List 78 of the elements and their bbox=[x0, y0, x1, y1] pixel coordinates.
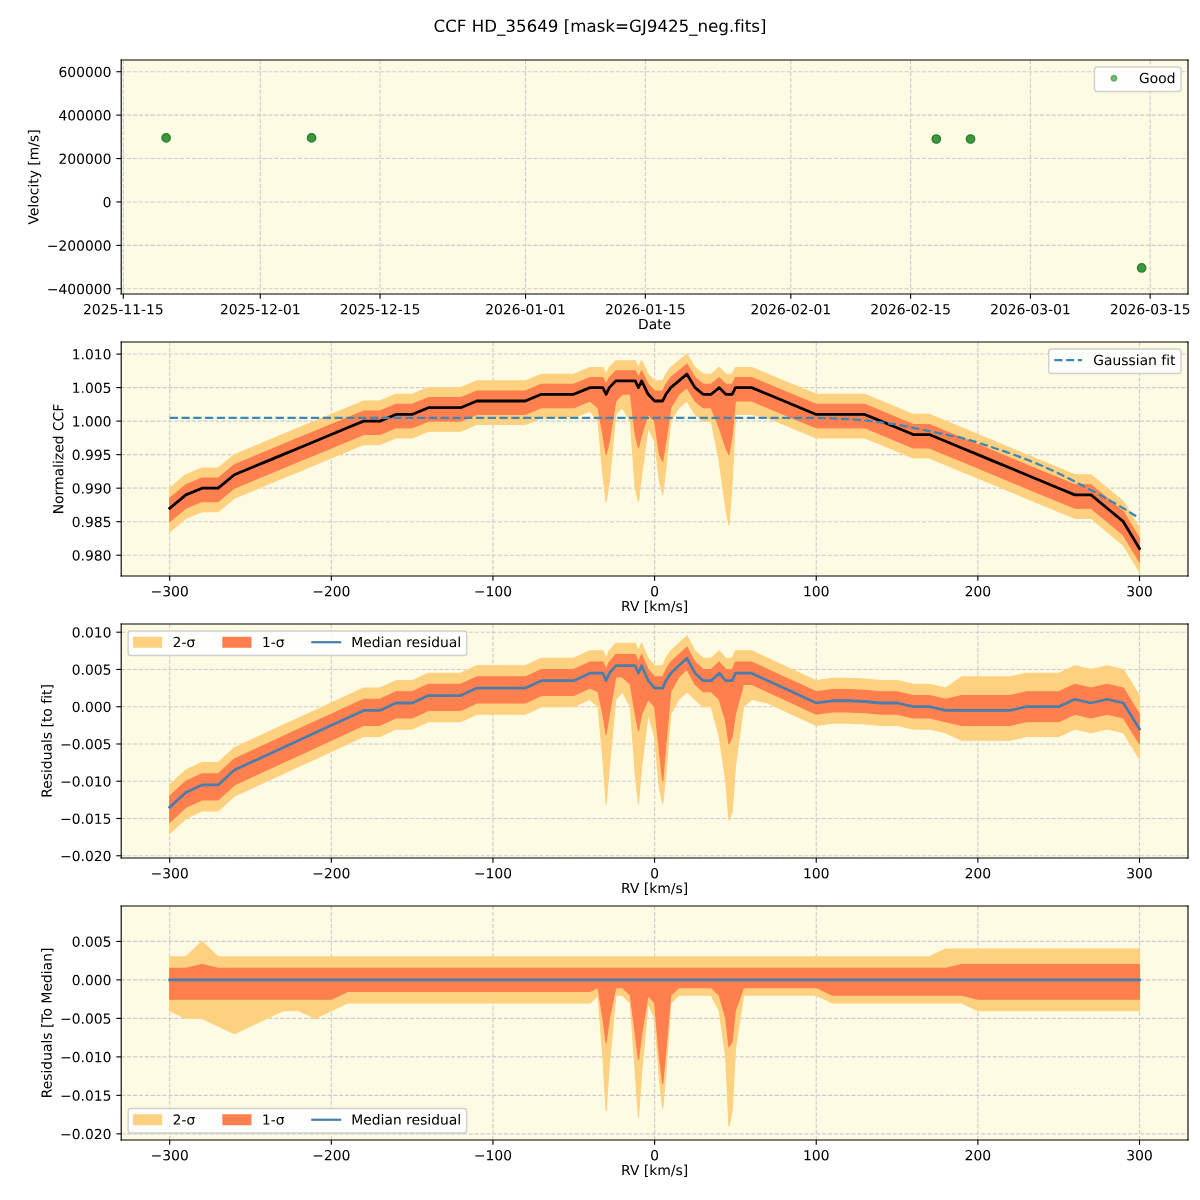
x-tick-label: 2025-12-01 bbox=[220, 303, 300, 315]
y-tick-label: −0.015 bbox=[61, 1090, 111, 1101]
x-tick-label: −300 bbox=[152, 585, 188, 597]
point bbox=[161, 133, 171, 143]
x-tick-label: 2026-03-15 bbox=[1110, 303, 1190, 315]
x-tick-label: 2026-02-01 bbox=[751, 303, 830, 315]
y-tick-label: −0.005 bbox=[61, 1013, 111, 1024]
x-tick-label: −100 bbox=[475, 1149, 512, 1161]
y-tick-label: 0.005 bbox=[72, 936, 111, 947]
y-tick-label: 0 bbox=[103, 196, 111, 208]
legend-label: 2-σ bbox=[173, 636, 195, 648]
x-axis-title: Date bbox=[639, 318, 671, 330]
y-axis-title: Velocity [m/s] bbox=[27, 130, 42, 225]
point bbox=[965, 134, 976, 144]
x-tick-label: −300 bbox=[152, 1149, 188, 1161]
x-tick-label: 2025-11-15 bbox=[84, 303, 163, 315]
y-tick-label: 0.980 bbox=[72, 550, 111, 561]
legend-label: 1-σ bbox=[263, 1114, 285, 1125]
legend-label: 1-σ bbox=[263, 636, 285, 648]
y-tick-label: 0.990 bbox=[72, 483, 111, 494]
y-tick-label: 1.000 bbox=[73, 416, 111, 427]
x-tick-label: 0 bbox=[651, 867, 659, 879]
x-tick-label: 2025-12-15 bbox=[340, 303, 420, 315]
x-tick-label: −200 bbox=[313, 867, 350, 879]
x-tick-label: −100 bbox=[475, 867, 512, 879]
y-tick-label: −400000 bbox=[48, 283, 111, 295]
x-tick-label: 2026-02-15 bbox=[871, 303, 950, 315]
x-tick-label: 200 bbox=[965, 585, 991, 597]
legend-label: Median residual bbox=[352, 1114, 460, 1125]
x-tick-label: 300 bbox=[1127, 1149, 1152, 1161]
legend-label: Good bbox=[1139, 72, 1175, 84]
x-tick-label: −100 bbox=[475, 585, 512, 597]
y-axis-title: Residuals [To Median] bbox=[41, 948, 54, 1097]
x-tick-label: 100 bbox=[804, 1149, 829, 1161]
y-tick-label: 0.000 bbox=[72, 974, 111, 986]
y-tick-label: 400000 bbox=[59, 110, 111, 121]
x-tick-label: 2026-03-01 bbox=[991, 303, 1070, 315]
y-tick-label: −0.015 bbox=[61, 813, 111, 824]
y-tick-label: −0.020 bbox=[61, 1128, 111, 1140]
chart-title: CCF HD_35649 [mask=GJ9425_neg.fits] bbox=[434, 19, 766, 36]
x-tick-label: −200 bbox=[313, 1149, 350, 1161]
x-tick-label: 200 bbox=[965, 1149, 991, 1161]
y-tick-label: 1.010 bbox=[73, 349, 111, 360]
x-tick-label: 100 bbox=[804, 867, 829, 879]
y-tick-label: 200000 bbox=[59, 153, 111, 165]
y-axis-title: Normalized CCF bbox=[52, 404, 64, 513]
point bbox=[931, 134, 942, 144]
x-tick-label: 2026-01-01 bbox=[486, 303, 565, 315]
x-tick-label: 300 bbox=[1127, 867, 1152, 879]
x-tick-label: 100 bbox=[804, 585, 829, 597]
y-axis-title: Residuals [to fit] bbox=[41, 685, 54, 797]
y-tick-label: 600000 bbox=[59, 66, 111, 78]
y-tick-label: 0.010 bbox=[72, 627, 111, 638]
y-tick-label: 0.005 bbox=[72, 664, 111, 675]
point bbox=[1136, 263, 1147, 273]
legend-label: Median residual bbox=[352, 636, 460, 648]
x-tick-label: 200 bbox=[965, 867, 991, 879]
legend-label: 2-σ bbox=[173, 1114, 195, 1125]
y-tick-label: −0.010 bbox=[61, 1051, 111, 1063]
x-tick-label: −300 bbox=[152, 867, 188, 879]
y-tick-label: 1.005 bbox=[73, 382, 111, 394]
x-axis-title: RV [km/s] bbox=[622, 882, 687, 895]
x-axis-title: RV [km/s] bbox=[622, 1164, 687, 1177]
legend-label: Gaussian fit bbox=[1093, 354, 1176, 366]
y-tick-label: −200000 bbox=[48, 240, 111, 251]
x-tick-label: 0 bbox=[651, 585, 659, 597]
y-tick-label: 0.985 bbox=[72, 516, 111, 528]
y-tick-label: −0.020 bbox=[61, 850, 111, 862]
x-tick-label: 2026-01-15 bbox=[605, 303, 685, 315]
x-tick-label: 300 bbox=[1127, 585, 1152, 597]
y-tick-label: 0.000 bbox=[72, 701, 111, 713]
x-axis-title: RV [km/s] bbox=[622, 600, 687, 613]
y-tick-label: −0.005 bbox=[61, 738, 111, 750]
x-tick-label: −200 bbox=[313, 585, 350, 597]
y-tick-label: 0.995 bbox=[72, 449, 111, 461]
y-tick-label: −0.010 bbox=[61, 776, 111, 787]
point bbox=[306, 133, 317, 143]
x-tick-label: 0 bbox=[651, 1149, 659, 1161]
